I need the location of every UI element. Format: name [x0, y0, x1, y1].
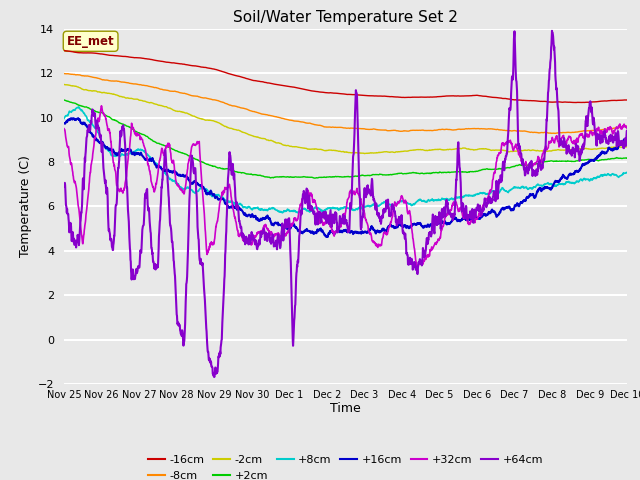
Text: EE_met: EE_met: [67, 35, 115, 48]
Y-axis label: Temperature (C): Temperature (C): [19, 156, 32, 257]
Legend: -16cm, -8cm, -2cm, +2cm, +8cm, +16cm, +32cm, +64cm: -16cm, -8cm, -2cm, +2cm, +8cm, +16cm, +3…: [144, 451, 547, 480]
Title: Soil/Water Temperature Set 2: Soil/Water Temperature Set 2: [233, 10, 458, 25]
X-axis label: Time: Time: [330, 402, 361, 415]
